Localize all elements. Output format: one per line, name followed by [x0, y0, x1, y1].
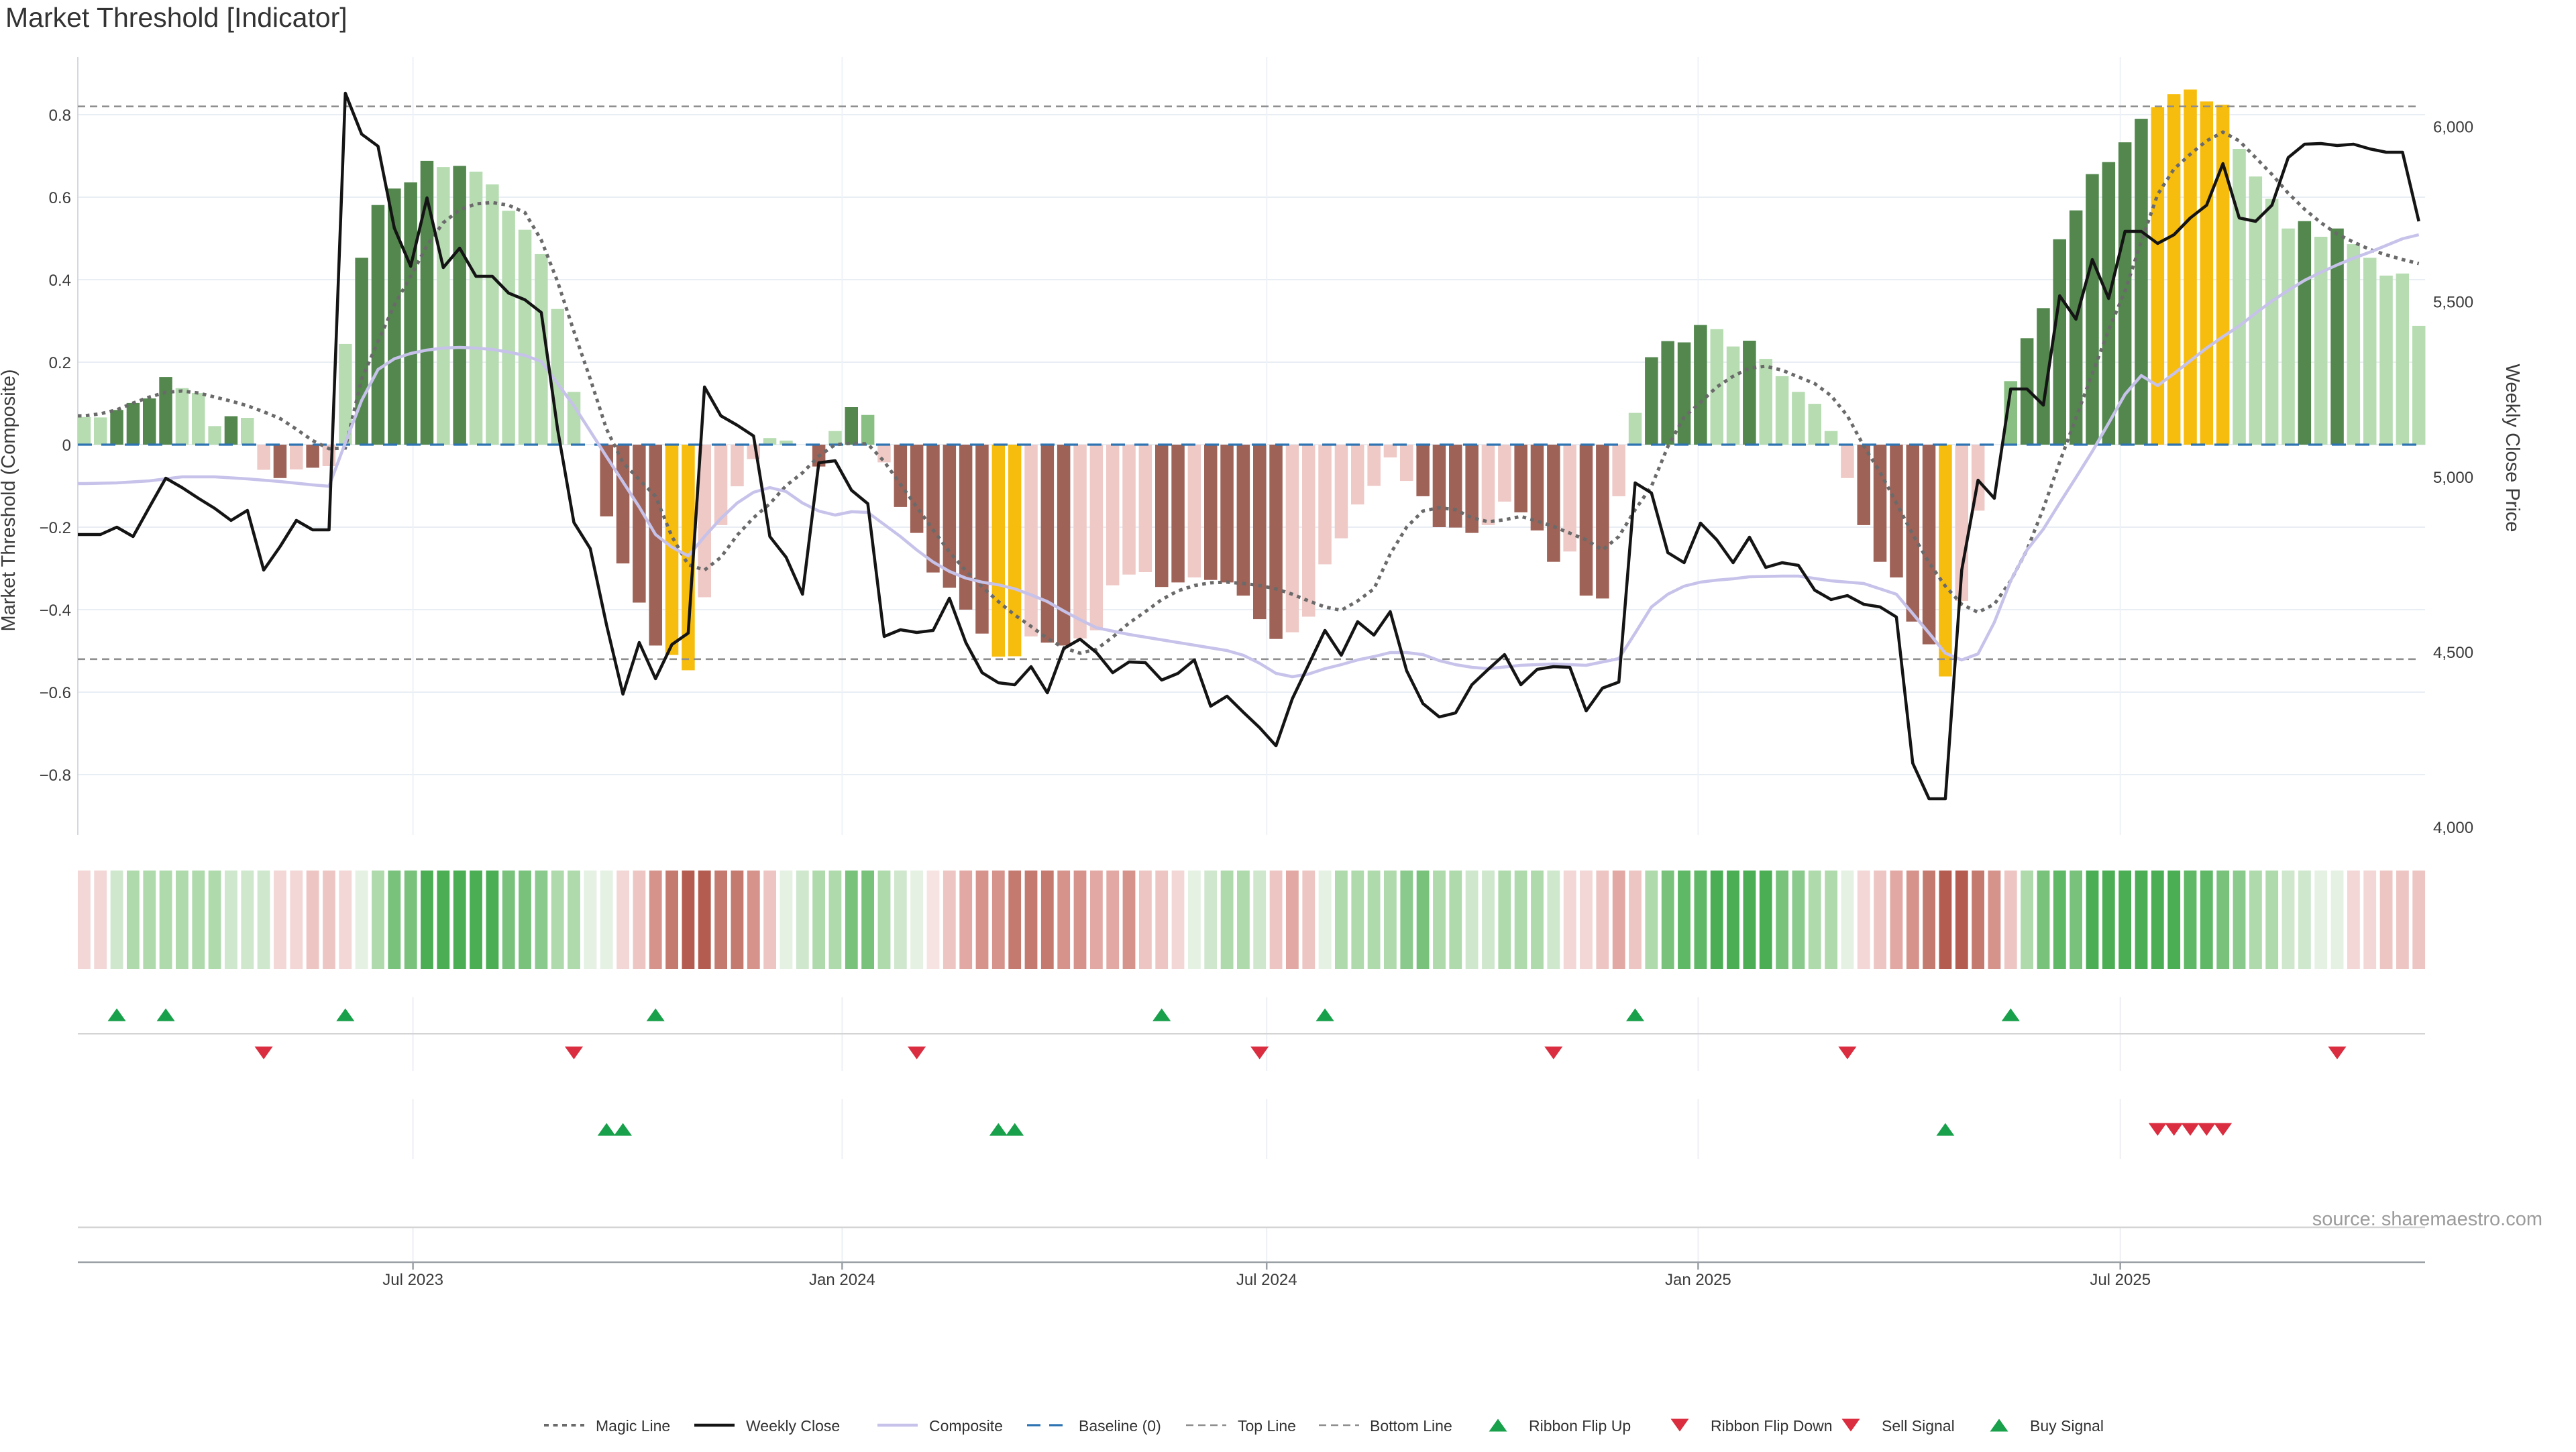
svg-text:4,000: 4,000: [2433, 819, 2473, 837]
svg-text:−0.8: −0.8: [40, 767, 71, 785]
svg-text:0.6: 0.6: [49, 189, 71, 207]
svg-text:Jul 2024: Jul 2024: [1236, 1271, 1297, 1289]
svg-text:Magic Line: Magic Line: [596, 1417, 670, 1435]
svg-text:0.4: 0.4: [49, 272, 71, 290]
svg-text:Ribbon Flip Down: Ribbon Flip Down: [1711, 1417, 1833, 1435]
svg-text:Weekly Close Price: Weekly Close Price: [2502, 364, 2523, 533]
svg-text:Jul 2025: Jul 2025: [2090, 1271, 2151, 1289]
svg-text:0: 0: [62, 437, 71, 455]
svg-text:Composite: Composite: [929, 1417, 1003, 1435]
svg-text:0.8: 0.8: [49, 107, 71, 125]
svg-text:source: sharemaestro.com: source: sharemaestro.com: [2312, 1209, 2542, 1230]
svg-text:6,000: 6,000: [2433, 119, 2473, 137]
svg-text:Baseline (0): Baseline (0): [1079, 1417, 1161, 1435]
svg-text:0.2: 0.2: [49, 354, 71, 372]
svg-text:Sell Signal: Sell Signal: [1882, 1417, 1955, 1435]
svg-text:−0.4: −0.4: [40, 602, 71, 620]
svg-text:−0.2: −0.2: [40, 519, 71, 537]
svg-text:Jan 2025: Jan 2025: [1665, 1271, 1731, 1289]
svg-text:Market Threshold (Composite): Market Threshold (Composite): [0, 369, 19, 631]
svg-text:Top Line: Top Line: [1238, 1417, 1296, 1435]
svg-text:−0.6: −0.6: [40, 684, 71, 702]
svg-text:Buy Signal: Buy Signal: [2030, 1417, 2104, 1435]
svg-text:Market Threshold [Indicator]: Market Threshold [Indicator]: [5, 2, 347, 33]
svg-text:5,000: 5,000: [2433, 469, 2473, 487]
svg-text:Weekly Close: Weekly Close: [746, 1417, 840, 1435]
svg-text:5,500: 5,500: [2433, 294, 2473, 312]
svg-text:Bottom Line: Bottom Line: [1370, 1417, 1452, 1435]
svg-text:Jul 2023: Jul 2023: [382, 1271, 443, 1289]
svg-text:4,500: 4,500: [2433, 644, 2473, 662]
svg-text:Jan 2024: Jan 2024: [809, 1271, 875, 1289]
svg-text:Ribbon Flip Up: Ribbon Flip Up: [1529, 1417, 1631, 1435]
